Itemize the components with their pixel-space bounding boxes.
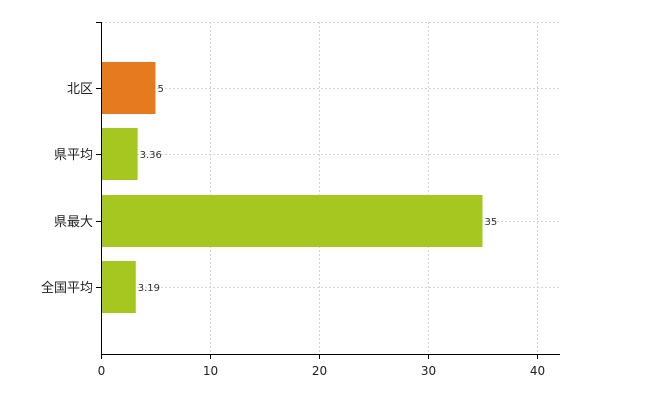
x-tick-label-10: 10 bbox=[203, 364, 218, 378]
bar-1 bbox=[101, 128, 138, 180]
bars bbox=[101, 62, 483, 313]
category-label-2: 県最大 bbox=[54, 215, 93, 230]
labels: 5 北区 3.36 県平均 35 県最大 3.19 全国平均 0 10 20 30 40 bbox=[41, 82, 545, 378]
data-label-2: 35 bbox=[485, 217, 498, 228]
bar-0 bbox=[101, 62, 156, 114]
data-label-0: 5 bbox=[158, 84, 164, 95]
x-tick-label-0: 0 bbox=[98, 364, 106, 378]
data-label-1: 3.36 bbox=[140, 150, 162, 161]
x-tick-label-40: 40 bbox=[530, 364, 545, 378]
category-label-3: 全国平均 bbox=[41, 280, 93, 296]
bar-2 bbox=[101, 195, 483, 247]
category-label-0: 北区 bbox=[67, 82, 93, 97]
bar-3 bbox=[101, 261, 136, 313]
grid-lines bbox=[101, 22, 560, 354]
axes bbox=[96, 22, 560, 359]
x-tick-label-20: 20 bbox=[312, 364, 327, 378]
data-label-3: 3.19 bbox=[138, 283, 160, 294]
category-label-1: 県平均 bbox=[54, 148, 93, 163]
x-tick-label-30: 30 bbox=[421, 364, 436, 378]
